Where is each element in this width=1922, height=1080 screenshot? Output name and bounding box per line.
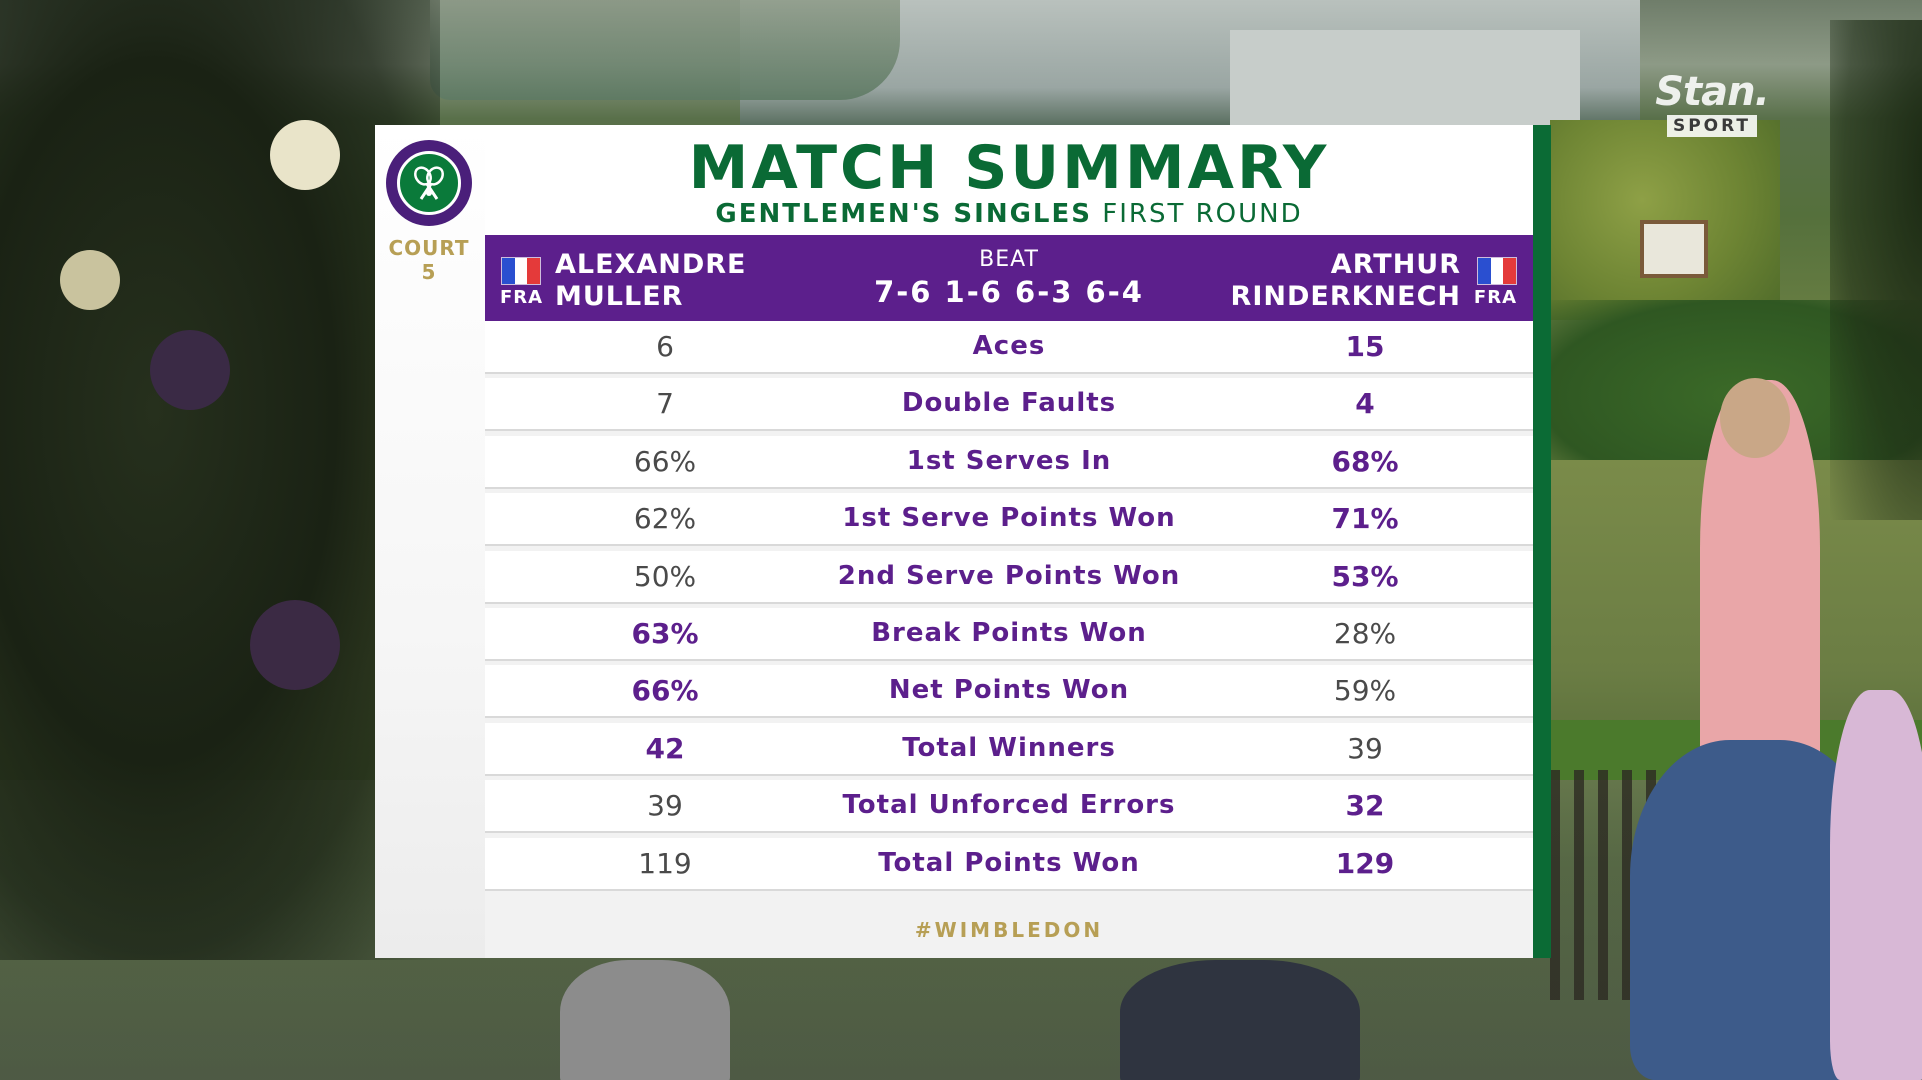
- right-player-value: 71%: [1331, 502, 1399, 536]
- stat-row: 7 Double Faults 4: [485, 378, 1533, 432]
- left-player-first-name: ALEXANDRE: [555, 249, 747, 280]
- right-player-value: 4: [1355, 387, 1375, 421]
- foliage-left: [0, 0, 440, 960]
- stat-row: 119 Total Points Won 129: [485, 837, 1533, 891]
- court-number: 5: [421, 260, 437, 284]
- court-strip: [375, 125, 485, 958]
- right-player-first-name: ARTHUR: [1330, 249, 1461, 280]
- right-player-value: 129: [1335, 846, 1395, 880]
- left-player-nation: FRA: [500, 287, 544, 308]
- left-player-value: 62%: [633, 502, 697, 536]
- france-flag-icon: [501, 257, 541, 285]
- stat-row: 66% 1st Serves In 68%: [485, 435, 1533, 489]
- right-player-value: 28%: [1333, 616, 1397, 650]
- right-player-value: 68%: [1331, 444, 1399, 478]
- stat-row: 50% 2nd Serve Points Won 53%: [485, 550, 1533, 604]
- stadium-building-upper: [1230, 30, 1580, 140]
- panel-edge: [1533, 125, 1551, 958]
- stat-label: Net Points Won: [888, 675, 1130, 706]
- france-flag-icon: [1477, 257, 1517, 285]
- left-player-value: 50%: [633, 559, 697, 593]
- stat-label: Total Unforced Errors: [842, 790, 1176, 821]
- court-label: COURT: [388, 236, 470, 260]
- left-player-value: 39: [647, 789, 683, 823]
- stat-label: Double Faults: [901, 388, 1117, 419]
- broadcaster-brand: Stan.: [1655, 69, 1770, 115]
- left-player-last-name: MULLER: [555, 281, 684, 312]
- right-player-last-name: RINDERKNECH: [1230, 281, 1461, 312]
- right-player-value: 15: [1345, 330, 1385, 363]
- spectator-right: [1830, 690, 1922, 1080]
- stat-row: 62% 1st Serve Points Won 71%: [485, 493, 1533, 547]
- event-round: FIRST ROUND: [1102, 199, 1303, 229]
- flower: [150, 330, 230, 410]
- left-player-value: 66%: [631, 674, 699, 708]
- right-player-nation: FRA: [1473, 287, 1517, 308]
- court-indicator: COURT 5: [376, 236, 482, 284]
- event-subtitle: GENTLEMEN'S SINGLES FIRST ROUND: [485, 197, 1533, 231]
- stat-label: 1st Serve Points Won: [842, 503, 1176, 534]
- right-player-value: 53%: [1331, 559, 1399, 593]
- stat-label: Aces: [972, 331, 1046, 361]
- flower: [270, 120, 340, 190]
- stat-row: 6 Aces 15: [485, 321, 1533, 374]
- stats-table: 6 Aces 15 7 Double Faults 4 66% 1st Serves In 68…: [485, 321, 1533, 895]
- stat-label: Total Points Won: [878, 847, 1140, 878]
- match-summary-panel: MATCH SUMMARY GENTLEMEN'S SINGLES FIRST …: [485, 125, 1533, 958]
- right-player-value: 32: [1345, 789, 1385, 823]
- wimbledon-crossed-rackets-icon: [397, 151, 461, 215]
- foliage-right: [1830, 20, 1922, 520]
- summary-header: MATCH SUMMARY GENTLEMEN'S SINGLES FIRST …: [485, 125, 1533, 235]
- left-player-value: 42: [645, 731, 685, 765]
- match-result: BEAT: [979, 247, 1039, 272]
- stat-row: 66% Net Points Won 59%: [485, 665, 1533, 719]
- building-window: [1640, 220, 1708, 278]
- left-player-value: 63%: [631, 616, 699, 650]
- event-name: GENTLEMEN'S SINGLES: [715, 199, 1092, 229]
- spectator-dark: [1120, 960, 1360, 1080]
- stat-label: 2nd Serve Points Won: [837, 560, 1181, 591]
- stat-label: Total Winners: [902, 732, 1116, 763]
- right-player-value: 59%: [1333, 674, 1397, 708]
- flower: [250, 600, 340, 690]
- stat-label: 1st Serves In: [906, 445, 1112, 476]
- left-player-value: 7: [656, 387, 674, 421]
- broadcaster-sub: SPORT: [1666, 115, 1758, 137]
- stat-row: 63% Break Points Won 28%: [485, 607, 1533, 661]
- hashtag: #WIMBLEDON: [914, 918, 1104, 942]
- spectator-head: [1720, 378, 1790, 458]
- score-bar: FRA ALEXANDRE MULLER BEAT 7-6 1-6 6-3 6-…: [485, 235, 1533, 321]
- flower: [60, 250, 120, 310]
- right-player-value: 39: [1347, 731, 1383, 765]
- page-title: MATCH SUMMARY: [688, 133, 1330, 203]
- match-score: 7-6 1-6 6-3 6-4: [874, 275, 1144, 309]
- spectator-backpack: [560, 960, 730, 1080]
- wimbledon-logo: [386, 140, 472, 226]
- stat-row: 42 Total Winners 39: [485, 722, 1533, 776]
- stadium-roof: [430, 0, 900, 100]
- stat-row: 39 Total Unforced Errors 32: [485, 780, 1533, 834]
- left-player-value: 119: [638, 846, 692, 880]
- left-player-value: 6: [656, 330, 674, 363]
- broadcaster-logo: Stan. SPORT: [1652, 72, 1772, 137]
- stat-label: Break Points Won: [871, 617, 1147, 648]
- left-player-value: 66%: [633, 444, 697, 478]
